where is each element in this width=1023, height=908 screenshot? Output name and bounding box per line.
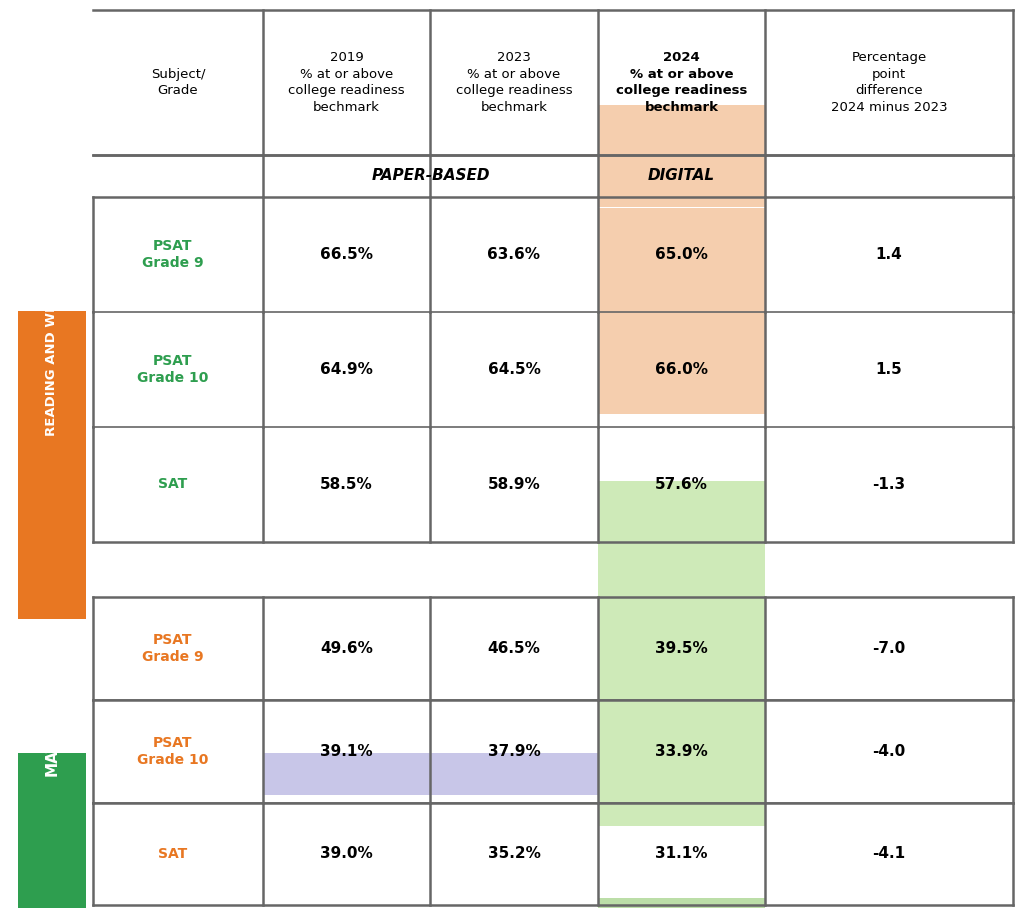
Text: -7.0: -7.0	[873, 641, 905, 656]
Text: PSAT
Grade 9: PSAT Grade 9	[142, 239, 204, 271]
Text: 37.9%: 37.9%	[488, 744, 540, 759]
Text: PSAT
Grade 9: PSAT Grade 9	[142, 633, 204, 665]
Text: PAPER-BASED: PAPER-BASED	[371, 169, 490, 183]
Text: 49.6%: 49.6%	[320, 641, 373, 656]
Text: 64.5%: 64.5%	[488, 362, 540, 377]
Text: PSAT
Grade 10: PSAT Grade 10	[137, 735, 209, 767]
Text: 2023
% at or above
college readiness
bechmark: 2023 % at or above college readiness bec…	[455, 51, 572, 114]
Text: 35.2%: 35.2%	[488, 846, 540, 862]
Text: 46.5%: 46.5%	[488, 641, 540, 656]
Text: 1.4: 1.4	[876, 247, 902, 262]
Text: 66.0%: 66.0%	[655, 362, 708, 377]
Text: 33.9%: 33.9%	[655, 744, 708, 759]
Text: 58.9%: 58.9%	[488, 477, 540, 492]
Text: 39.1%: 39.1%	[320, 744, 372, 759]
Bar	[18, 753, 86, 908]
Bar	[598, 898, 765, 908]
Bar	[598, 208, 765, 311]
Text: 63.6%: 63.6%	[488, 247, 540, 262]
Bar	[18, 311, 86, 619]
Text: READING AND WRITING: READING AND WRITING	[45, 261, 58, 436]
Text: 31.1%: 31.1%	[656, 846, 708, 862]
Bar	[598, 596, 765, 711]
Bar	[598, 481, 765, 596]
Text: DIGITAL: DIGITAL	[648, 169, 715, 183]
Bar	[598, 753, 765, 795]
Text: 57.6%: 57.6%	[655, 477, 708, 492]
Text: SAT: SAT	[159, 478, 187, 491]
Text: 39.5%: 39.5%	[655, 641, 708, 656]
Text: 1.5: 1.5	[876, 362, 902, 377]
Text: -4.0: -4.0	[873, 744, 905, 759]
Text: 58.5%: 58.5%	[320, 477, 372, 492]
Text: 64.9%: 64.9%	[320, 362, 373, 377]
Text: MATH: MATH	[44, 726, 59, 775]
Text: Percentage
point
difference
2024 minus 2023: Percentage point difference 2024 minus 2…	[831, 51, 947, 114]
Bar	[598, 711, 765, 826]
Text: 39.0%: 39.0%	[320, 846, 372, 862]
Text: Subject/
Grade: Subject/ Grade	[150, 68, 206, 97]
Text: 65.0%: 65.0%	[655, 247, 708, 262]
Text: 2019
% at or above
college readiness
bechmark: 2019 % at or above college readiness bec…	[288, 51, 405, 114]
Text: PSAT
Grade 10: PSAT Grade 10	[137, 353, 209, 385]
Bar	[263, 753, 598, 795]
Text: -1.3: -1.3	[873, 477, 905, 492]
Text: -4.1: -4.1	[873, 846, 905, 862]
Bar	[598, 105, 765, 207]
Text: SAT: SAT	[159, 847, 187, 861]
Text: 2024
% at or above
college readiness
bechmark: 2024 % at or above college readiness bec…	[616, 51, 747, 114]
Bar	[598, 311, 765, 414]
Text: 66.5%: 66.5%	[320, 247, 373, 262]
